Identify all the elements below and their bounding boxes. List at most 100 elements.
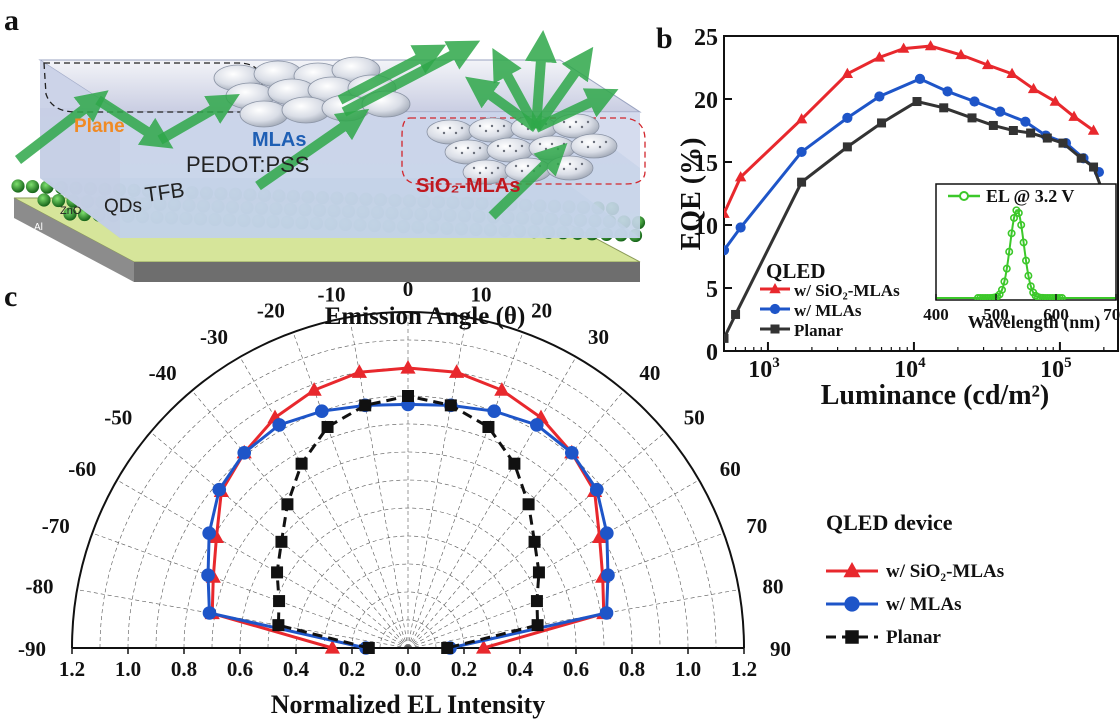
device-schematic: Plane MLAs SiO₂-MLAs PEDOT:PSS TFB QDs Z… [11, 30, 646, 282]
emission-arrow [157, 94, 240, 145]
polar-data-point [271, 566, 284, 579]
inset-x-tick-label: 500 [983, 305, 1009, 324]
emission-arrow [255, 108, 370, 191]
polar-data-point [321, 420, 334, 433]
polar-data-point [351, 364, 367, 378]
sio2-particle [490, 124, 494, 128]
polar-angle-label: 0 [403, 277, 414, 301]
eqe-data-point [841, 67, 854, 78]
polar-data-point [599, 606, 614, 620]
eqe-data-point [1042, 133, 1052, 143]
eqe-data-point [724, 207, 730, 218]
polar-data-point [295, 457, 308, 470]
eqe-axes: 0 5 10 15 20 25 103 104 105 [694, 25, 1119, 383]
polar-data-point [508, 457, 521, 470]
polar-data-point [482, 420, 495, 433]
polar-data-point [362, 642, 375, 654]
eqe-data-point [969, 96, 980, 107]
label-sio2-mlas: SiO₂-MLAs [416, 175, 520, 197]
sio2-particle [562, 120, 566, 124]
eqe-data-point [1006, 67, 1018, 78]
polar-series [201, 360, 615, 655]
sio2-particle [520, 144, 524, 148]
eqe-data-point [912, 97, 922, 107]
polar-data-point [444, 399, 457, 412]
polar-r-tick-label: 0.0 [395, 657, 421, 681]
eqe-data-point [877, 118, 887, 128]
eqe-legend-title: QLED [766, 259, 826, 283]
panel-label-c: c [4, 280, 17, 313]
polar-data-point [212, 482, 227, 497]
emission-arrow [14, 90, 109, 164]
polar-angle-label: -20 [257, 299, 285, 323]
polar-angle-label: 70 [746, 514, 767, 538]
polar-grid-spoke [92, 532, 409, 649]
polar-data-point [530, 595, 543, 608]
eqe-data-point [942, 86, 953, 97]
inset-x-tick-label: 400 [923, 305, 949, 324]
sio2-particle [604, 140, 608, 144]
polar-grid-ring [71, 311, 745, 649]
polar-angle-label: -10 [317, 282, 345, 306]
sio2-particle [478, 124, 482, 128]
polar-grid-spoke [116, 479, 409, 649]
polar-grid-spoke [77, 589, 409, 649]
sio2-particle [598, 145, 602, 149]
polar-r-tick-label: 0.8 [171, 657, 197, 681]
polar-data-point [589, 482, 604, 497]
polar-grid-ring [211, 451, 605, 649]
polar-x-axis-label: Normalized EL Intensity [271, 690, 545, 719]
inset-el-spectrum [936, 209, 1116, 299]
polar-r-tick-label: 0.2 [339, 657, 365, 681]
eqe-x-tick-label: 104 [894, 355, 926, 383]
eqe-x-tick-label: 103 [748, 355, 780, 383]
sio2-particle [460, 126, 464, 130]
polar-data-point [441, 642, 454, 654]
label-mlas: MLAs [252, 129, 306, 151]
eqe-data-point [1020, 116, 1031, 127]
polar-data-point [272, 619, 285, 632]
polar-r-tick-label: 1.2 [59, 657, 85, 681]
emission-arrow [531, 46, 594, 131]
polar-r-tick-label: 1.0 [675, 657, 701, 681]
polar-data-point [528, 535, 541, 548]
qd-dot [63, 207, 77, 221]
polar-grid-spoke [407, 356, 577, 649]
eqe-data-point [1008, 126, 1018, 135]
eqe-x-tick-label: 105 [1040, 355, 1072, 383]
inset-data-point [997, 285, 1006, 294]
inset-data-point [1034, 293, 1042, 300]
eqe-chart: 0 5 10 15 20 25 103 104 105 EQE (%) Luminance (c… [676, 25, 1120, 411]
polar-data-point [494, 382, 510, 396]
polar-legend-label: w/ MLAs [886, 594, 961, 615]
polar-r-tick-label: 0.6 [563, 657, 589, 681]
label-pedot-pss: PEDOT:PSS [186, 152, 309, 177]
polar-data-point [324, 640, 340, 654]
inset-data-point [1002, 264, 1011, 273]
label-al: Al [34, 222, 43, 233]
polar-angle-label: -70 [42, 514, 70, 538]
eqe-data-point [1068, 110, 1080, 121]
polar-r-tick-label: 0.6 [227, 657, 253, 681]
polar-data-point [237, 446, 252, 460]
polar-grid-spoke [239, 356, 409, 649]
sio2-particle [514, 164, 518, 168]
sio2-particle [556, 162, 560, 166]
polar-grid-spoke [191, 390, 409, 649]
eqe-data-point [1087, 124, 1100, 135]
inset-data-point [1053, 294, 1062, 300]
polar-legend: QLED device w/ SiO₂-MLAs w/ MLAs Planar [826, 510, 1004, 648]
sio2-particle [568, 162, 572, 166]
polar-angle-label: 10 [471, 282, 492, 306]
sio2-particle [562, 142, 566, 146]
eqe-y-tick-label: 15 [694, 151, 718, 177]
eqe-data-point [734, 171, 747, 182]
polar-data-point [359, 399, 372, 412]
polar-grid-ring [239, 479, 577, 649]
al-electrode-side [134, 262, 640, 282]
polar-legend-title: QLED device [826, 510, 953, 535]
emission-arrow [95, 95, 174, 149]
inset-data-point [1038, 293, 1047, 300]
panel-label-b: b [656, 22, 673, 55]
inset-data-point [1009, 213, 1018, 222]
